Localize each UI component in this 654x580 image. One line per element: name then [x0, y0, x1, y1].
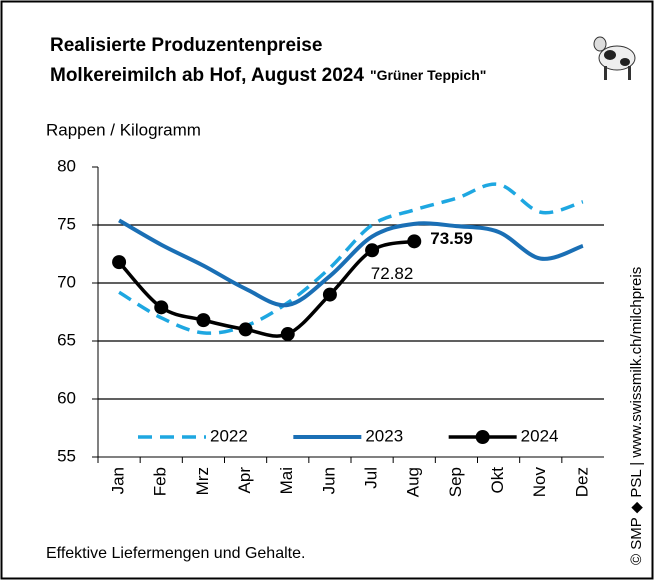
x-tick-label: Sep: [446, 467, 465, 497]
footnote: Effektive Liefermengen und Gehalte.: [46, 545, 305, 562]
x-tick-label: Mrz: [193, 467, 212, 495]
y-tick-label: 65: [57, 330, 76, 349]
y-tick-label: 55: [57, 446, 76, 465]
title-line: Realisierte Produzentenpreise: [50, 35, 322, 56]
value-label: 73.59: [430, 229, 473, 248]
subtitle: "Grüner Teppich": [370, 67, 486, 83]
marker: [407, 234, 421, 248]
y-tick-label: 75: [57, 214, 76, 233]
value-label: 72.82: [371, 264, 414, 283]
y-axis-label: Rappen / Kilogramm: [46, 120, 201, 139]
marker: [281, 327, 295, 341]
x-tick-label: Nov: [530, 467, 549, 498]
x-tick-label: Dez: [572, 467, 591, 497]
marker: [239, 322, 253, 336]
x-tick-label: Aug: [404, 467, 423, 497]
source: © SMP ◆ PSL | www.swissmilk.ch/milchprei…: [628, 267, 645, 565]
title-line: Molkereimilch ab Hof, August 2024: [50, 65, 364, 86]
marker: [112, 255, 126, 269]
x-tick-label: Jun: [319, 467, 338, 494]
x-tick-label: Jan: [109, 467, 128, 494]
chart: Realisierte Produzentenpreise Molkereimi…: [0, 0, 654, 580]
legend-marker: [476, 430, 490, 444]
y-tick-label: 70: [57, 272, 76, 291]
marker: [196, 313, 210, 327]
x-tick-label: Apr: [235, 467, 254, 494]
y-tick-label: 60: [57, 388, 76, 407]
legend-label: 2023: [365, 426, 403, 445]
marker: [154, 300, 168, 314]
y-tick-label: 80: [57, 156, 76, 175]
x-tick-label: Okt: [488, 467, 507, 494]
legend-label: 2022: [210, 426, 248, 445]
x-tick-label: Mai: [277, 467, 296, 494]
marker: [323, 288, 337, 302]
legend-label: 2024: [521, 426, 559, 445]
marker: [365, 243, 379, 257]
x-tick-label: Feb: [151, 467, 170, 496]
x-tick-label: Jul: [362, 467, 381, 489]
